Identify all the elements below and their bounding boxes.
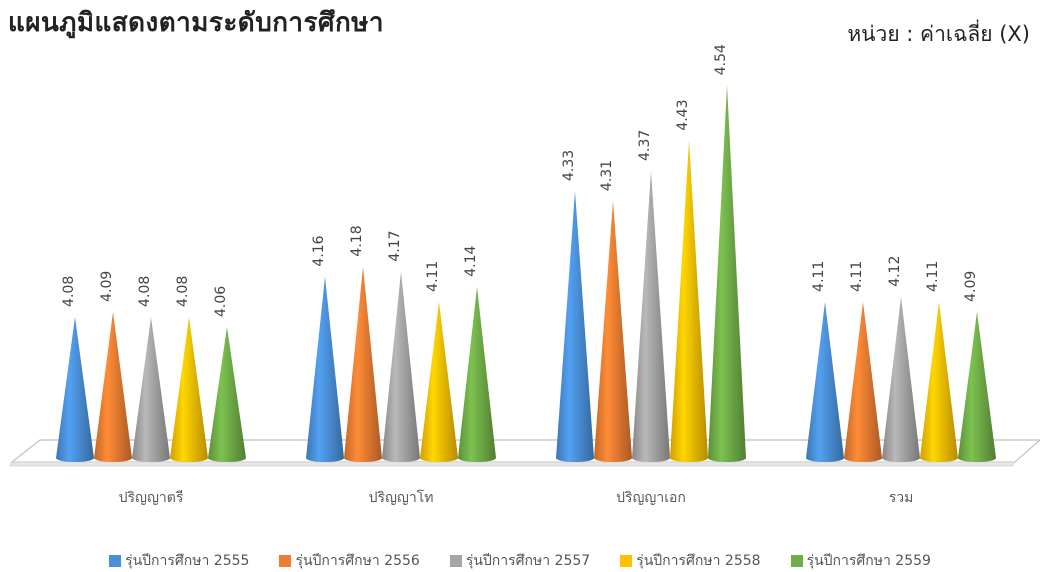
legend-label: รุ่นปีการศึกษา 2557: [465, 553, 591, 569]
legend-item: รุ่นปีการศึกษา 2558: [620, 550, 761, 572]
data-label: 4.43: [675, 99, 691, 130]
cone-bar: [382, 271, 420, 462]
data-label: 4.11: [425, 261, 441, 292]
data-label: 4.14: [463, 245, 479, 276]
cone-bar: [458, 286, 496, 462]
category-label: ปริญญาโท: [369, 489, 434, 506]
data-label: 4.31: [599, 160, 615, 191]
cone-bar: [94, 311, 132, 462]
cone-bar: [670, 140, 708, 462]
data-label: 4.33: [561, 150, 577, 181]
category-label: ปริญญาตรี: [119, 490, 184, 506]
legend-swatch: [109, 555, 122, 567]
unit-label: หน่วย : ค่าเฉลี่ย (X): [847, 22, 1030, 46]
category-label: รวม: [889, 490, 914, 506]
data-label: 4.12: [887, 256, 903, 287]
cone-bar: [306, 276, 344, 462]
data-label: 4.37: [637, 130, 653, 161]
cone-bar: [594, 201, 632, 462]
cone-bar: [420, 301, 458, 462]
data-label: 4.06: [213, 286, 229, 317]
cone-bar: [344, 266, 382, 462]
legend-swatch: [449, 555, 462, 567]
data-label: 4.11: [925, 261, 941, 292]
legend-label: รุ่นปีการศึกษา 2556: [295, 553, 420, 569]
legend-label: รุ่นปีการศึกษา 2555: [125, 553, 250, 569]
chart-floor-edge: [9, 461, 1016, 467]
data-label: 4.08: [175, 276, 191, 307]
category-label: ปริญญาเอก: [616, 490, 686, 506]
chart-legend: รุ่นปีการศึกษา 2555 รุ่นปีการศึกษา 2556 รุ…: [0, 550, 1040, 572]
cone-bar: [170, 316, 208, 462]
legend-item: รุ่นปีการศึกษา 2557: [449, 550, 591, 572]
data-label: 4.08: [61, 276, 77, 307]
legend-item: รุ่นปีการศึกษา 2555: [109, 550, 249, 572]
cone-bar: [708, 85, 746, 462]
legend-item: รุ่นปีการศึกษา 2556: [279, 550, 420, 572]
data-label: 4.11: [811, 261, 827, 292]
legend-swatch: [279, 555, 292, 567]
data-label: 4.54: [713, 44, 729, 75]
chart-title: แผนภูมิแสดงตามระดับการศึกษา: [8, 8, 384, 38]
cone-bar: [556, 191, 594, 462]
data-label: 4.09: [99, 271, 115, 302]
cone-bar: [844, 301, 882, 462]
legend-label: รุ่นปีการศึกษา 2558: [636, 553, 761, 569]
cone-bar: [632, 170, 670, 463]
legend-item: รุ่นปีการศึกษา 2559: [790, 550, 931, 572]
data-label: 4.16: [311, 235, 327, 266]
cone-bar: [132, 316, 170, 462]
data-label: 4.09: [963, 271, 979, 302]
data-label: 4.18: [349, 225, 365, 256]
legend-swatch: [620, 555, 633, 567]
data-label: 4.17: [387, 230, 403, 261]
cone-bar: [920, 301, 958, 462]
cone-bar: [806, 301, 844, 462]
legend-label: รุ่นปีการศึกษา 2559: [806, 553, 931, 569]
cone-bar: [882, 296, 920, 462]
cone-bar: [958, 311, 996, 462]
data-label: 4.08: [137, 276, 153, 307]
legend-swatch: [790, 555, 803, 567]
cone-bar: [56, 316, 94, 462]
cone-bar: [208, 327, 246, 462]
data-label: 4.11: [849, 261, 865, 292]
